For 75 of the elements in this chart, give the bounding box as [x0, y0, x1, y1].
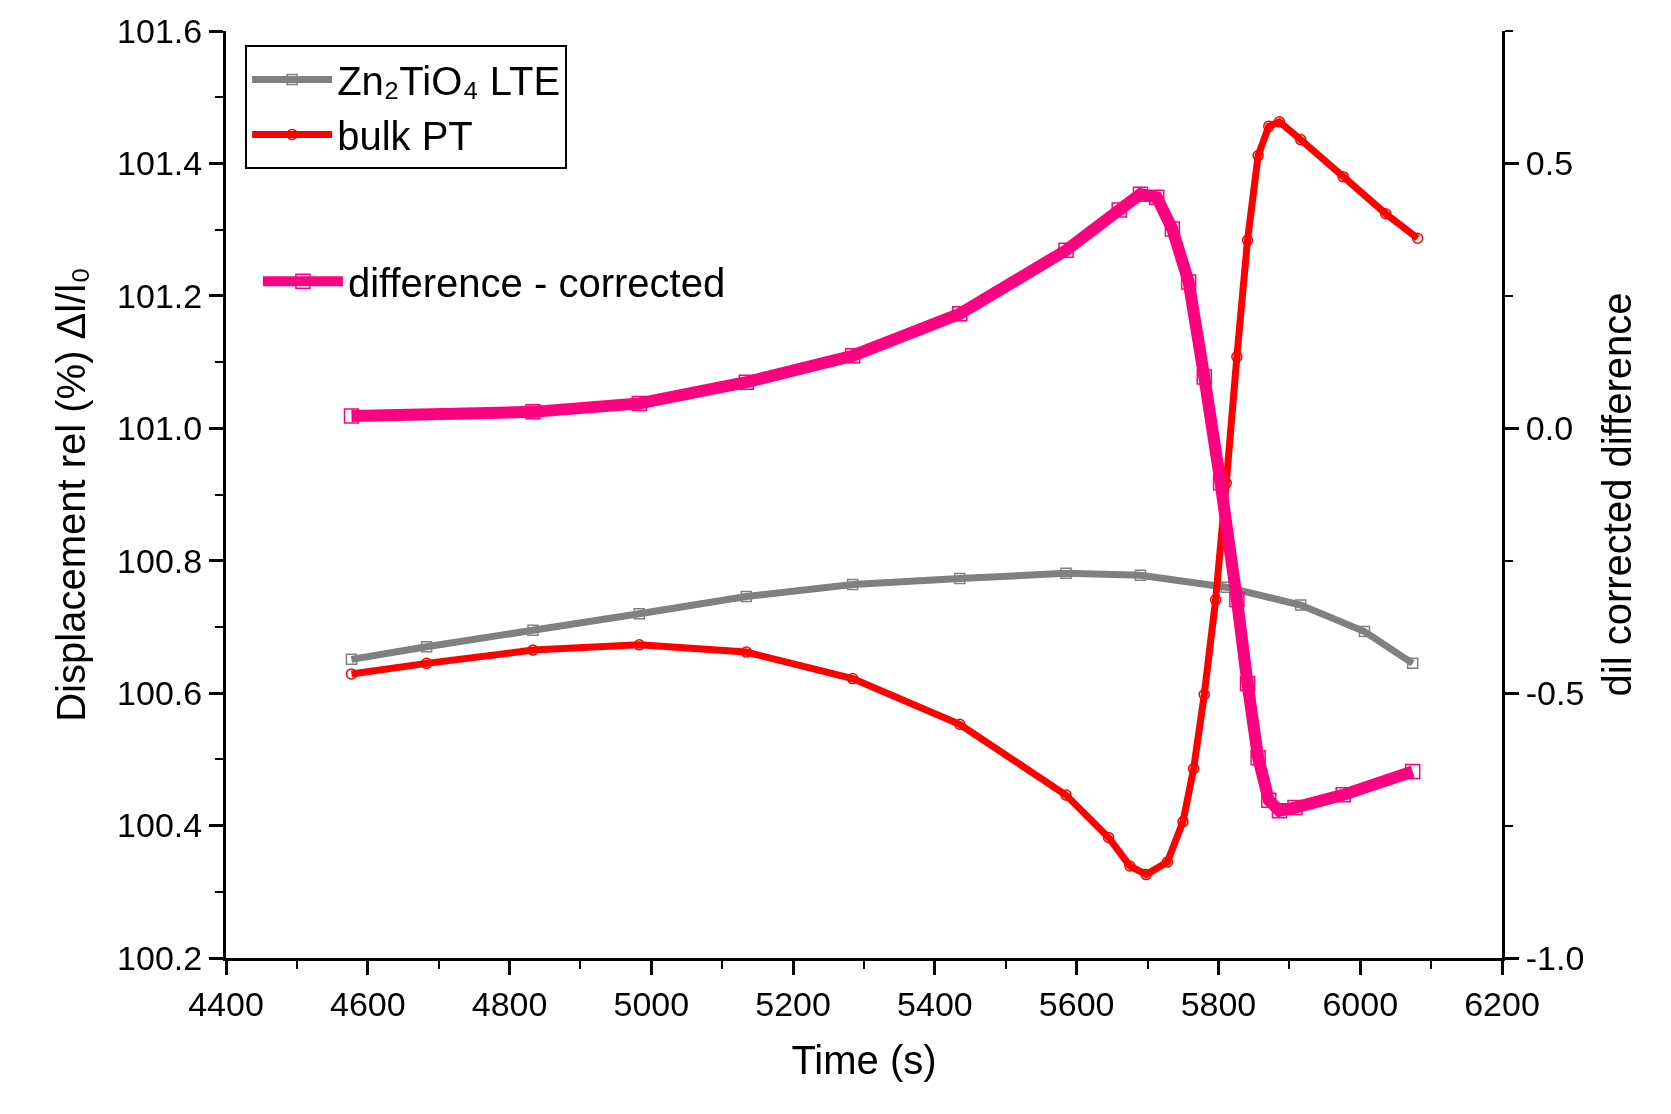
point	[420, 657, 433, 670]
y2-tick-label: 0.5	[1525, 144, 1574, 183]
x-axis-title: Time (s)	[791, 1038, 937, 1083]
point	[343, 408, 360, 424]
point	[1209, 594, 1222, 606]
point	[527, 644, 539, 656]
point	[738, 374, 755, 390]
point	[1198, 688, 1211, 701]
point	[345, 668, 358, 680]
y-tick-label: 100.6	[117, 674, 203, 713]
point	[345, 653, 358, 666]
legend-label: difference - corrected	[347, 260, 726, 305]
point	[1239, 675, 1256, 692]
x-tick-label: 4400	[188, 984, 264, 1023]
point	[1187, 762, 1200, 775]
x-tick-label: 4600	[329, 984, 406, 1023]
point	[1177, 815, 1189, 828]
y-tick-label: 101.4	[117, 144, 203, 183]
y-tick-label: 100.4	[117, 806, 203, 845]
point	[1263, 120, 1275, 133]
point	[953, 718, 966, 731]
y-tick-label: 100.2	[117, 938, 203, 977]
x-tick-label: 5000	[613, 984, 690, 1023]
point	[1404, 763, 1421, 780]
y2-tick-label: -1.0	[1525, 938, 1585, 977]
point	[1180, 274, 1197, 290]
point	[1231, 351, 1243, 363]
point	[740, 646, 753, 658]
point	[1252, 149, 1264, 162]
y2-tick-label: -0.5	[1525, 674, 1585, 713]
x-tick-label: 6200	[1464, 984, 1540, 1023]
point	[846, 672, 859, 685]
point	[953, 572, 966, 585]
point	[1124, 860, 1136, 872]
point	[1411, 232, 1424, 244]
point	[420, 641, 433, 653]
point	[1273, 115, 1286, 128]
point	[1241, 234, 1254, 246]
point	[1134, 569, 1147, 582]
point	[1379, 208, 1392, 220]
point	[1060, 567, 1072, 580]
point	[1164, 221, 1181, 237]
point	[846, 578, 859, 591]
point	[1337, 170, 1349, 183]
point	[527, 624, 539, 636]
point	[1102, 831, 1115, 844]
point	[1294, 599, 1307, 611]
x-tick-label: 5400	[897, 984, 973, 1023]
x-tick-label: 6000	[1322, 984, 1399, 1023]
point	[1060, 789, 1072, 801]
point	[1287, 799, 1303, 816]
point	[1140, 868, 1152, 881]
x-tick-label: 5600	[1038, 984, 1115, 1023]
point	[740, 590, 753, 603]
point	[633, 639, 646, 651]
y-tick-label: 101.6	[117, 11, 203, 50]
y-axis-title: Displacement rel (%) Δl/l₀	[48, 267, 93, 722]
x-tick-label: 5200	[755, 984, 831, 1023]
point	[1406, 657, 1419, 670]
point	[1294, 133, 1307, 146]
legend-label: bulk PT	[337, 114, 473, 159]
y-tick-label: 101.0	[117, 409, 203, 448]
point	[1212, 475, 1229, 491]
point	[1161, 856, 1174, 868]
legend-label: Zn₂TiO₄ LTE	[337, 59, 561, 103]
point	[1358, 625, 1371, 638]
point	[1229, 591, 1245, 608]
y2-axis-title: dil corrected difference	[1594, 292, 1639, 697]
point	[631, 395, 648, 412]
y-tick-label: 101.2	[117, 276, 203, 315]
y2-tick-label: 0.0	[1525, 409, 1574, 448]
y-tick-label: 100.8	[117, 541, 203, 580]
x-tick-label: 4800	[471, 984, 548, 1023]
point	[633, 607, 646, 620]
x-tick-label: 5800	[1180, 984, 1257, 1023]
